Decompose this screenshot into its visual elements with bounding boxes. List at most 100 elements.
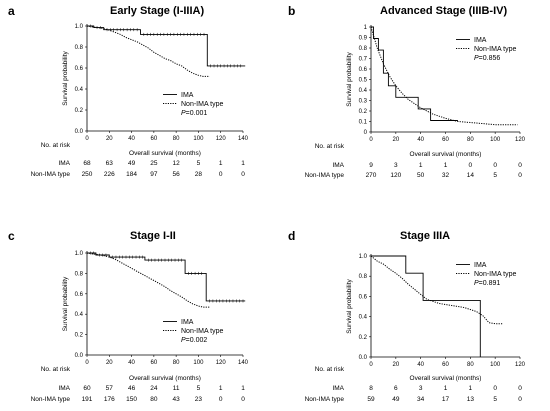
y-tick-label: 0.6 bbox=[359, 294, 368, 300]
risk-cell: 6 bbox=[394, 385, 398, 392]
risk-cell: 80 bbox=[150, 396, 158, 403]
y-tick-label: 0.8 bbox=[359, 274, 368, 280]
x-tick-label: 0 bbox=[369, 137, 373, 143]
risk-cell: 0 bbox=[493, 162, 497, 169]
x-tick-label: 80 bbox=[173, 360, 180, 366]
risk-cell: 28 bbox=[195, 171, 203, 178]
x-tick-label: 0 bbox=[85, 360, 89, 366]
x-tick-label: 120 bbox=[515, 362, 526, 368]
panel-label: c bbox=[8, 229, 15, 243]
risk-cell: 23 bbox=[195, 396, 203, 403]
y-tick-label: 1.0 bbox=[75, 251, 84, 257]
risk-cell: 191 bbox=[82, 396, 93, 403]
risk-cell: 59 bbox=[367, 396, 375, 403]
legend-entry: Non-IMA type bbox=[181, 101, 224, 108]
risk-table: No. at risk IMA 68 63 49 25 12 5 1 1 Non-IMA type 2… bbox=[31, 142, 246, 178]
series-line-non-ima bbox=[86, 25, 210, 77]
x-axis-label: Overall survival (months) bbox=[410, 151, 482, 158]
risk-cell: 1 bbox=[219, 385, 223, 392]
panel-label: a bbox=[8, 4, 15, 18]
legend-entry: IMA bbox=[474, 262, 487, 269]
legend: IMA Non-IMA type P=0.856 bbox=[456, 37, 517, 62]
x-tick-label: 60 bbox=[442, 362, 449, 368]
y-tick-label: 0 bbox=[364, 130, 368, 136]
x-tick-label: 0 bbox=[369, 362, 373, 368]
y-tick-label: 0.6 bbox=[75, 292, 84, 298]
risk-cell: 1 bbox=[469, 385, 473, 392]
x-tick-label: 100 bbox=[193, 360, 204, 366]
risk-cell: 1 bbox=[241, 160, 245, 167]
y-tick-label: 0.5 bbox=[359, 78, 368, 84]
risk-row-label: IMA bbox=[332, 162, 344, 169]
x-tick-label: 120 bbox=[515, 137, 526, 143]
x-tick-label: 140 bbox=[238, 360, 249, 366]
chart-title: Stage IIIA bbox=[400, 230, 450, 242]
risk-cell: 5 bbox=[493, 396, 497, 403]
y-tick-label: 0.4 bbox=[75, 87, 84, 93]
risk-cell: 1 bbox=[419, 162, 423, 169]
x-tick-label: 20 bbox=[392, 137, 399, 143]
x-tick-label: 80 bbox=[173, 136, 180, 142]
risk-cell: 60 bbox=[83, 385, 91, 392]
risk-cell: 0 bbox=[518, 162, 522, 169]
risk-cell: 63 bbox=[106, 160, 114, 167]
panel-b: b Advanced Stage (IIIB-IV)0 20 40 60 80 100 120… bbox=[288, 4, 526, 179]
chart-title: Advanced Stage (IIIB-IV) bbox=[380, 5, 507, 17]
series-line-non-ima bbox=[370, 255, 503, 325]
y-tick-label: 1 bbox=[364, 25, 368, 31]
risk-cell: 1 bbox=[219, 160, 223, 167]
risk-cell: 68 bbox=[83, 160, 91, 167]
risk-cell: 34 bbox=[417, 396, 425, 403]
risk-cell: 49 bbox=[128, 160, 136, 167]
x-tick-label: 120 bbox=[216, 360, 227, 366]
x-tick-label: 80 bbox=[467, 362, 474, 368]
legend-entry: Non-IMA type bbox=[474, 46, 517, 53]
x-tick-label: 60 bbox=[151, 136, 158, 142]
risk-cell: 0 bbox=[469, 162, 473, 169]
risk-row-label: IMA bbox=[58, 160, 70, 167]
risk-cell: 9 bbox=[369, 162, 373, 169]
x-tick-label: 80 bbox=[467, 137, 474, 143]
risk-row-label: Non-IMA type bbox=[305, 172, 345, 179]
legend: IMA Non-IMA type P=0.891 bbox=[456, 262, 517, 287]
risk-row-label: IMA bbox=[58, 385, 70, 392]
risk-cell: 0 bbox=[518, 385, 522, 392]
risk-table: No. at risk IMA 8 6 3 1 1 0 0 Non-IMA type 59 49 34 1… bbox=[305, 366, 523, 403]
risk-row-label: IMA bbox=[332, 385, 344, 392]
risk-cell: 25 bbox=[150, 160, 158, 167]
y-tick-label: 0.4 bbox=[359, 315, 368, 321]
x-axis-label: Overall survival (months) bbox=[129, 375, 201, 382]
x-tick-label: 0 bbox=[85, 136, 89, 142]
y-axis-label: Survival probability bbox=[62, 50, 69, 105]
risk-cell: 0 bbox=[241, 396, 245, 403]
risk-cell: 5 bbox=[197, 385, 201, 392]
risk-cell: 0 bbox=[493, 385, 497, 392]
panel-c: c Stage I-II0 20 40 60 80 100 120 1400.00.20.40.… bbox=[8, 229, 249, 403]
y-tick-label: 0.8 bbox=[75, 271, 84, 277]
x-tick-label: 60 bbox=[151, 360, 158, 366]
y-tick-label: 0.2 bbox=[359, 335, 368, 341]
risk-cell: 46 bbox=[128, 385, 136, 392]
legend-entry: IMA bbox=[181, 319, 194, 326]
y-tick-label: 1.0 bbox=[75, 24, 84, 30]
panel-a: a Early Stage (I-IIIA)0 20 40 60 80 100 120 1400… bbox=[8, 4, 249, 178]
risk-cell: 12 bbox=[173, 160, 181, 167]
risk-table-header: No. at risk bbox=[41, 366, 71, 373]
risk-table-header: No. at risk bbox=[315, 366, 345, 373]
x-axis-label: Overall survival (months) bbox=[129, 150, 201, 157]
x-tick-label: 20 bbox=[106, 136, 113, 142]
risk-cell: 8 bbox=[369, 385, 373, 392]
risk-row-label: Non-IMA type bbox=[31, 396, 71, 403]
risk-cell: 184 bbox=[126, 171, 137, 178]
risk-cell: 17 bbox=[442, 396, 450, 403]
series-line-ima bbox=[371, 255, 481, 357]
x-axis-label: Overall survival (months) bbox=[410, 375, 482, 382]
legend: IMA Non-IMA type P=0.001 bbox=[163, 92, 224, 117]
p-value: P=0.001 bbox=[181, 110, 207, 117]
risk-cell: 176 bbox=[104, 396, 115, 403]
risk-cell: 5 bbox=[493, 172, 497, 179]
risk-cell: 11 bbox=[173, 385, 180, 392]
y-tick-label: 0.4 bbox=[359, 88, 368, 94]
risk-cell: 13 bbox=[467, 396, 475, 403]
